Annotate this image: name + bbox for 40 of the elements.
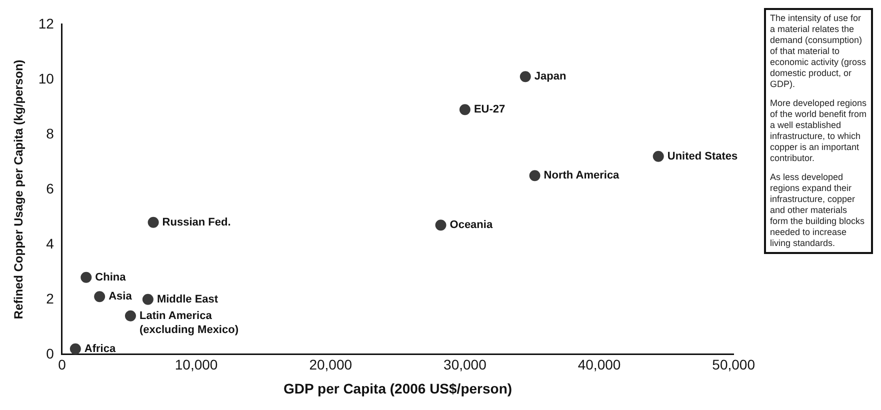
annotation: Russian Fed. [162,216,231,228]
annotation: Middle East [156,293,218,306]
x-axis-title: GDP per Capita (2006 US$/person) [284,380,512,396]
point [520,71,531,82]
text: As less developed regions expand their infrastructure, copper and other materials form the building blocks needed to increase living standards. [770,172,866,249]
annotation: North America [544,170,620,182]
point [94,291,106,302]
annotation: China [95,271,127,284]
point [124,310,136,322]
annotation: Latin America (excluding Mexico) [139,310,239,336]
y-tick-label: 6 [46,180,54,196]
point [435,220,446,231]
y-tick-label: 4 [46,235,54,252]
annotation: Asia [108,290,133,303]
y-tick-label: 10 [38,70,54,86]
y-tick-label: 12 [38,15,54,32]
annotation: United States [667,150,738,162]
point [652,150,664,162]
annotation: EU-27 [474,104,506,116]
point [148,216,159,228]
text: More developed regions of the world benefit from a well established infrastructure, to which copper is an important contributor. [770,98,867,164]
x-tick-label: 50,000 [712,356,756,373]
x-tick-label: 40,000 [578,356,621,373]
annotation: Africa [84,342,116,355]
y-tick-label: 8 [46,125,54,142]
y-axis-title: Refined Copper Usage per Capita (kg/person) [12,60,26,320]
point [529,170,540,182]
y-tick-label: 0 [46,345,54,362]
point [80,272,92,283]
text: The intensity of use for a material relates the demand (consumption) of that material to economic activity (gross domestic product, or GDP). [770,13,867,90]
point [142,294,154,305]
point [70,343,81,354]
annotation: Japan [534,70,566,83]
x-tick-label: 10,000 [174,356,218,373]
point [459,104,470,116]
x-tick-label: 0 [58,356,66,373]
y-tick-label: 2 [46,290,54,306]
annotation: Oceania [450,219,494,232]
x-tick-label: 20,000 [309,356,352,373]
x-tick-label: 30,000 [444,356,487,373]
